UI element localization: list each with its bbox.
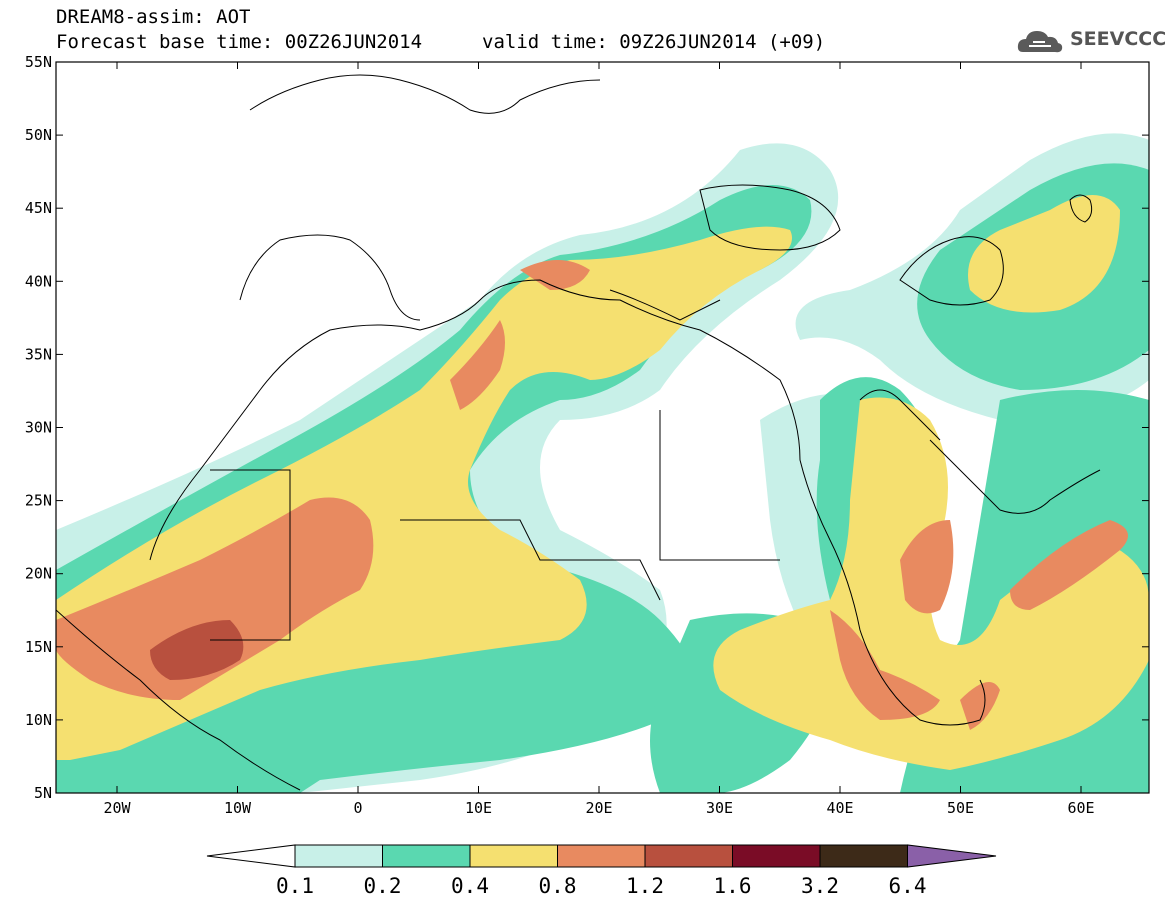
colorbar-label: 6.4 — [889, 874, 927, 898]
lat-label: 55N — [25, 53, 52, 71]
lon-label: 30E — [706, 799, 733, 817]
lon-label: 40E — [826, 799, 853, 817]
colorbar-label: 0.1 — [276, 874, 314, 898]
lat-label: 15N — [25, 638, 52, 656]
valid-time: valid time: 09Z26JUN2014 (+09) — [482, 31, 826, 53]
colorbar-swatch — [557, 844, 646, 868]
map-title: DREAM8-assim: AOT — [56, 6, 251, 28]
lat-label: 30N — [25, 419, 52, 437]
logo-text: SEEVCCC — [1070, 28, 1165, 50]
aot-band-0.8 — [56, 260, 1128, 730]
colorbar-label: 0.8 — [539, 874, 577, 898]
lon-label: 50E — [947, 799, 974, 817]
aot-field — [56, 62, 1149, 793]
lon-label: 20E — [585, 799, 612, 817]
colorbar-swatch — [819, 844, 908, 868]
lat-label: 40N — [25, 272, 52, 290]
coastlines — [56, 74, 1101, 791]
cloud-logo-icon — [1017, 31, 1063, 53]
colorbar-low-arrow — [206, 844, 296, 868]
colorbar-swatch — [644, 844, 733, 868]
colorbar-swatch — [732, 844, 821, 868]
latitude-axis: 55N 50N 45N 40N 35N 30N 25N 20N 15N 10N 5N — [25, 53, 1149, 802]
colorbar-label: 0.4 — [451, 874, 489, 898]
colorbar-label: 0.2 — [364, 874, 402, 898]
lat-label: 45N — [25, 199, 52, 217]
colorbar-swatch — [294, 844, 383, 868]
colorbar: 0.1 0.2 0.4 0.8 1.2 1.6 3.2 6.4 — [206, 844, 997, 898]
lon-label: 10W — [224, 799, 252, 817]
longitude-axis: 20W 10W 0 10E 20E 30E 40E 50E 60E — [103, 62, 1095, 817]
forecast-base-time: Forecast base time: 00Z26JUN2014 — [56, 31, 423, 53]
lat-label: 35N — [25, 345, 52, 363]
aot-band-1.2 — [150, 620, 244, 680]
colorbar-label: 3.2 — [801, 874, 839, 898]
colorbar-swatch — [469, 844, 558, 868]
lon-label: 60E — [1067, 799, 1094, 817]
lat-label: 50N — [25, 126, 52, 144]
lon-label: 20W — [103, 799, 131, 817]
lon-label: 10E — [465, 799, 492, 817]
lat-label: 25N — [25, 492, 52, 510]
colorbar-high-arrow — [907, 844, 997, 868]
lat-label: 20N — [25, 565, 52, 583]
colorbar-label: 1.2 — [626, 874, 664, 898]
lat-label: 10N — [25, 711, 52, 729]
colorbar-swatch — [382, 844, 471, 868]
lat-label: 5N — [34, 784, 52, 802]
lon-label: 0 — [353, 799, 362, 817]
colorbar-label: 1.6 — [714, 874, 752, 898]
